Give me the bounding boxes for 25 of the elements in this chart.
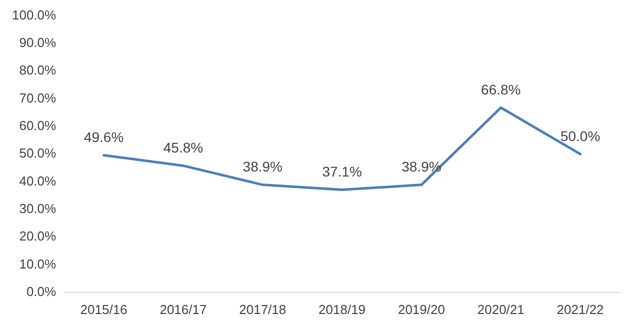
data-label: 49.6%: [84, 129, 124, 146]
data-label: 66.8%: [481, 81, 521, 98]
y-tick-label: 30.0%: [19, 201, 57, 216]
y-tick-label: 40.0%: [19, 173, 57, 188]
x-tick-label: 2019/20: [398, 302, 445, 317]
y-tick-label: 50.0%: [19, 146, 57, 161]
y-tick-label: 60.0%: [19, 118, 57, 134]
y-tick-label: 20.0%: [19, 228, 57, 244]
y-tick-label: 70.0%: [19, 90, 57, 106]
y-tick-label: 80.0%: [19, 62, 57, 78]
x-tick-label: 2016/17: [160, 302, 207, 317]
y-tick-label: 0.0%: [26, 284, 57, 299]
data-label: 45.8%: [163, 140, 204, 156]
x-tick-label: 2017/18: [239, 302, 286, 317]
y-tick-label: 10.0%: [19, 256, 57, 272]
x-tick-label: 2020/21: [477, 302, 524, 317]
y-tick-label: 90.0%: [19, 35, 57, 50]
x-tick-label: 2021/22: [556, 302, 604, 317]
data-label: 38.9%: [242, 158, 282, 175]
y-tick-label: 100.0%: [12, 7, 57, 22]
data-label: 37.1%: [322, 164, 362, 180]
data-label: 38.9%: [402, 158, 442, 175]
data-label: 50.0%: [560, 128, 600, 144]
x-tick-label: 2015/16: [80, 302, 128, 317]
x-tick-label: 2018/19: [318, 302, 366, 317]
